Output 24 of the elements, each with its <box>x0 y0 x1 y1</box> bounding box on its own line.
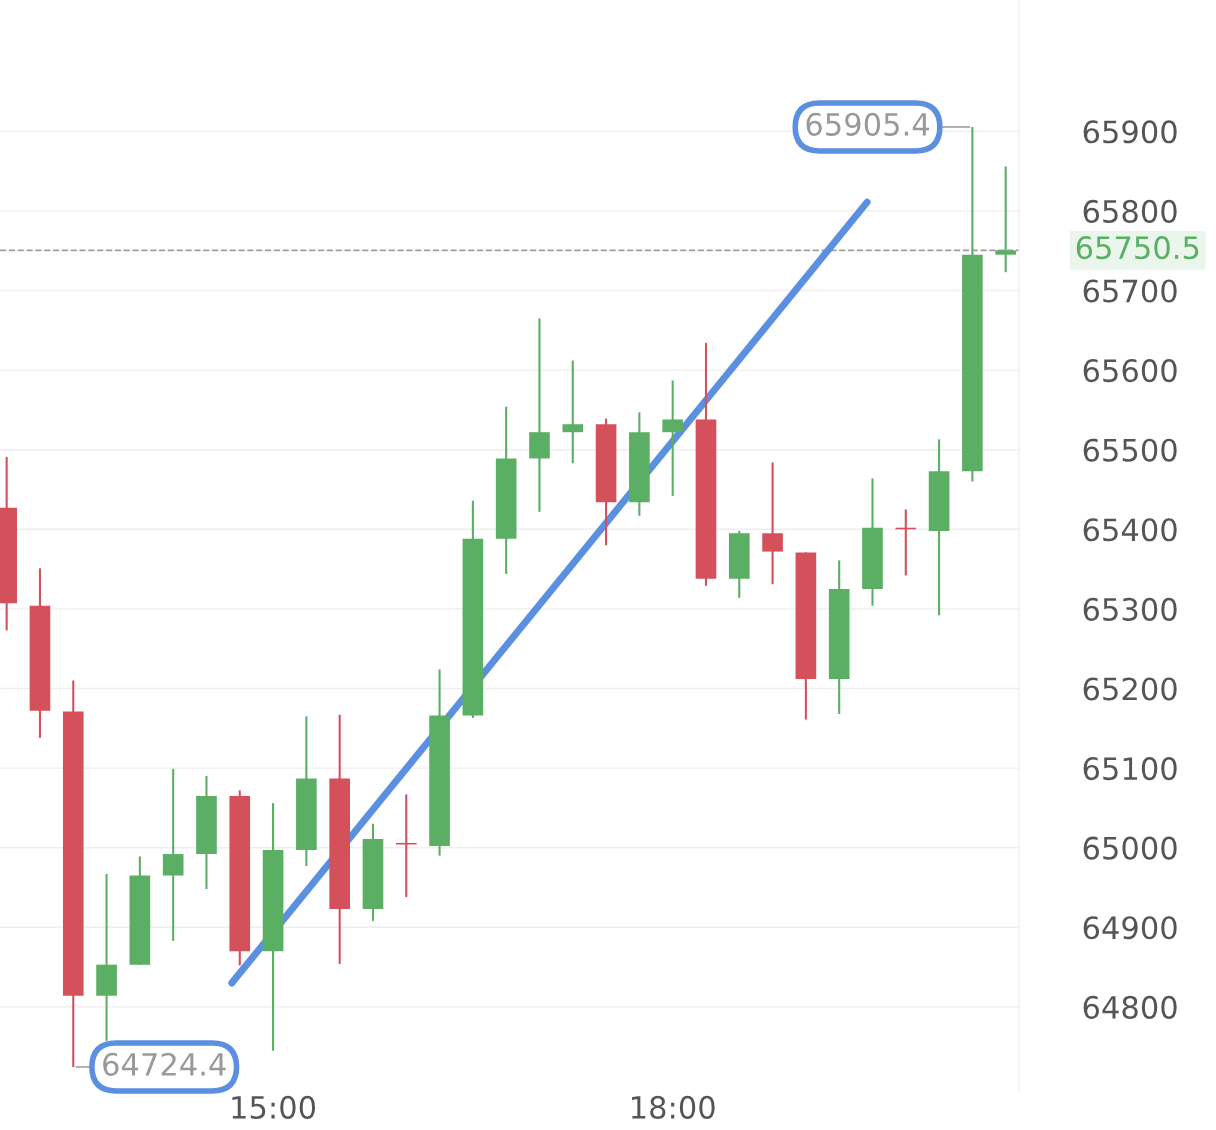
y-tick-label: 65900 <box>1083 120 1177 144</box>
candlestick <box>562 359 584 465</box>
annotation: 65905.4 <box>806 112 929 136</box>
y-tick-label: 65200 <box>1083 677 1177 701</box>
y-tick-label: 65700 <box>1083 279 1177 303</box>
ref-line-label: 65750.5 <box>1076 236 1199 260</box>
candlestick <box>762 461 783 586</box>
y-tick-label: 65500 <box>1083 438 1177 462</box>
annotation: 64724.4 <box>103 1052 226 1076</box>
y-tick-label: 65800 <box>1083 199 1177 223</box>
x-tick-label: 18:00 <box>632 1095 715 1119</box>
candlestick <box>162 767 184 942</box>
y-tick-label: 65000 <box>1083 836 1177 860</box>
candlestick <box>995 165 1017 274</box>
y-tick-label: 65400 <box>1083 518 1177 542</box>
y-tick-label: 64900 <box>1083 916 1177 940</box>
candlestick <box>395 793 417 899</box>
candlestick <box>662 379 683 497</box>
y-tick-label: 65600 <box>1083 359 1177 383</box>
y-tick-label: 65100 <box>1083 757 1177 781</box>
y-tick-label: 64800 <box>1083 995 1177 1019</box>
y-tick-label: 65300 <box>1083 597 1177 621</box>
candlestick <box>529 317 550 513</box>
x-tick-label: 15:00 <box>232 1095 316 1119</box>
